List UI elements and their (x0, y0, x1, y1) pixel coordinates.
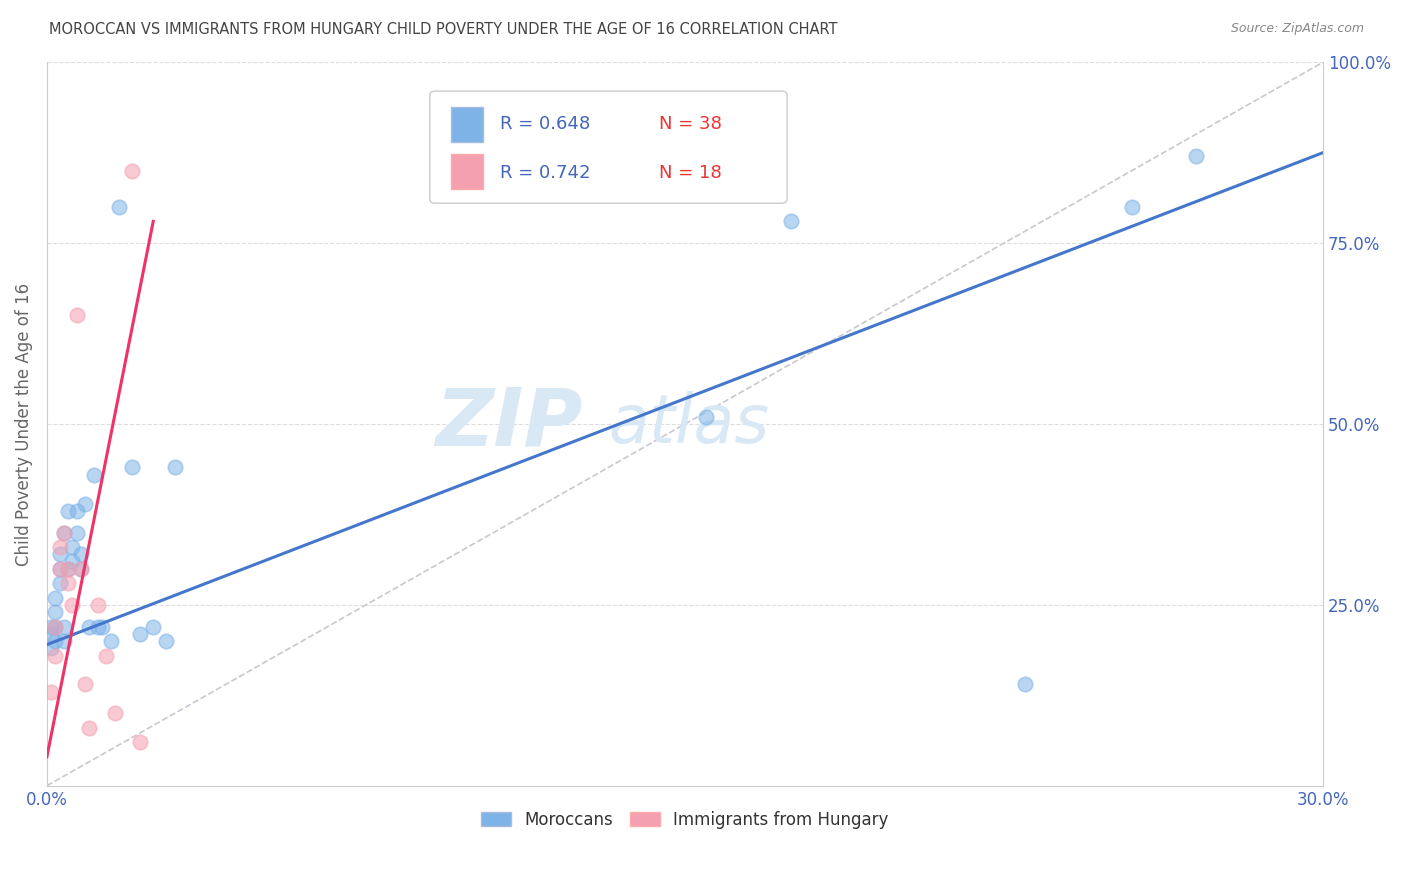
Point (52, 525, 75, 540)
FancyBboxPatch shape (430, 91, 787, 203)
Text: N = 38: N = 38 (659, 115, 723, 134)
Point (62, 540, 84, 554)
Point (52, 619, 75, 633)
Point (48, 562, 70, 576)
Point (87, 619, 110, 633)
Point (100, 634, 122, 648)
Point (129, 627, 152, 641)
Point (79, 721, 101, 735)
FancyBboxPatch shape (451, 107, 484, 142)
Point (108, 200, 131, 214)
Text: Source: ZipAtlas.com: Source: ZipAtlas.com (1230, 22, 1364, 36)
Point (48, 540, 70, 554)
Point (56, 576, 79, 591)
Text: R = 0.742: R = 0.742 (501, 164, 591, 182)
Y-axis label: Child Poverty Under the Age of 16: Child Poverty Under the Age of 16 (15, 283, 32, 566)
Point (52, 634, 75, 648)
Point (87, 598, 110, 612)
Point (1121, 200, 1143, 214)
Point (66, 309, 89, 323)
Point (75, 497, 97, 511)
Point (39, 619, 62, 633)
Point (70, 562, 93, 576)
Text: atlas: atlas (609, 391, 769, 457)
Point (48, 576, 70, 591)
Point (1184, 149, 1206, 163)
Point (70, 562, 93, 576)
Point (52, 525, 75, 540)
Point (155, 634, 177, 648)
Point (44, 619, 66, 633)
Point (56, 562, 79, 576)
Point (44, 591, 66, 605)
Point (142, 619, 165, 633)
Point (62, 598, 84, 612)
Legend: Moroccans, Immigrants from Hungary: Moroccans, Immigrants from Hungary (475, 804, 896, 835)
Point (48, 562, 70, 576)
Point (121, 460, 143, 475)
Point (70, 547, 93, 561)
Point (96, 648, 118, 663)
Point (129, 735, 152, 749)
Point (780, 214, 803, 228)
Text: MOROCCAN VS IMMIGRANTS FROM HUNGARY CHILD POVERTY UNDER THE AGE OF 16 CORRELATIO: MOROCCAN VS IMMIGRANTS FROM HUNGARY CHIL… (49, 22, 838, 37)
Text: N = 18: N = 18 (659, 164, 723, 182)
Point (39, 641, 62, 656)
Point (44, 619, 66, 633)
Text: ZIP: ZIP (436, 385, 583, 463)
Point (44, 605, 66, 619)
Point (91, 619, 114, 633)
Point (39, 627, 62, 641)
Point (121, 163, 143, 178)
Point (66, 504, 89, 518)
Text: R = 0.648: R = 0.648 (501, 115, 591, 134)
Point (56, 562, 79, 576)
Point (79, 619, 101, 633)
Point (75, 677, 97, 691)
FancyBboxPatch shape (451, 154, 484, 189)
Point (44, 634, 66, 648)
Point (163, 460, 186, 475)
Point (104, 706, 127, 721)
Point (56, 504, 79, 518)
Point (66, 525, 89, 540)
Point (1014, 677, 1036, 691)
Point (695, 409, 717, 424)
Point (83, 467, 105, 482)
Point (48, 547, 70, 561)
Point (44, 648, 66, 663)
Point (62, 554, 84, 568)
Point (39, 684, 62, 698)
